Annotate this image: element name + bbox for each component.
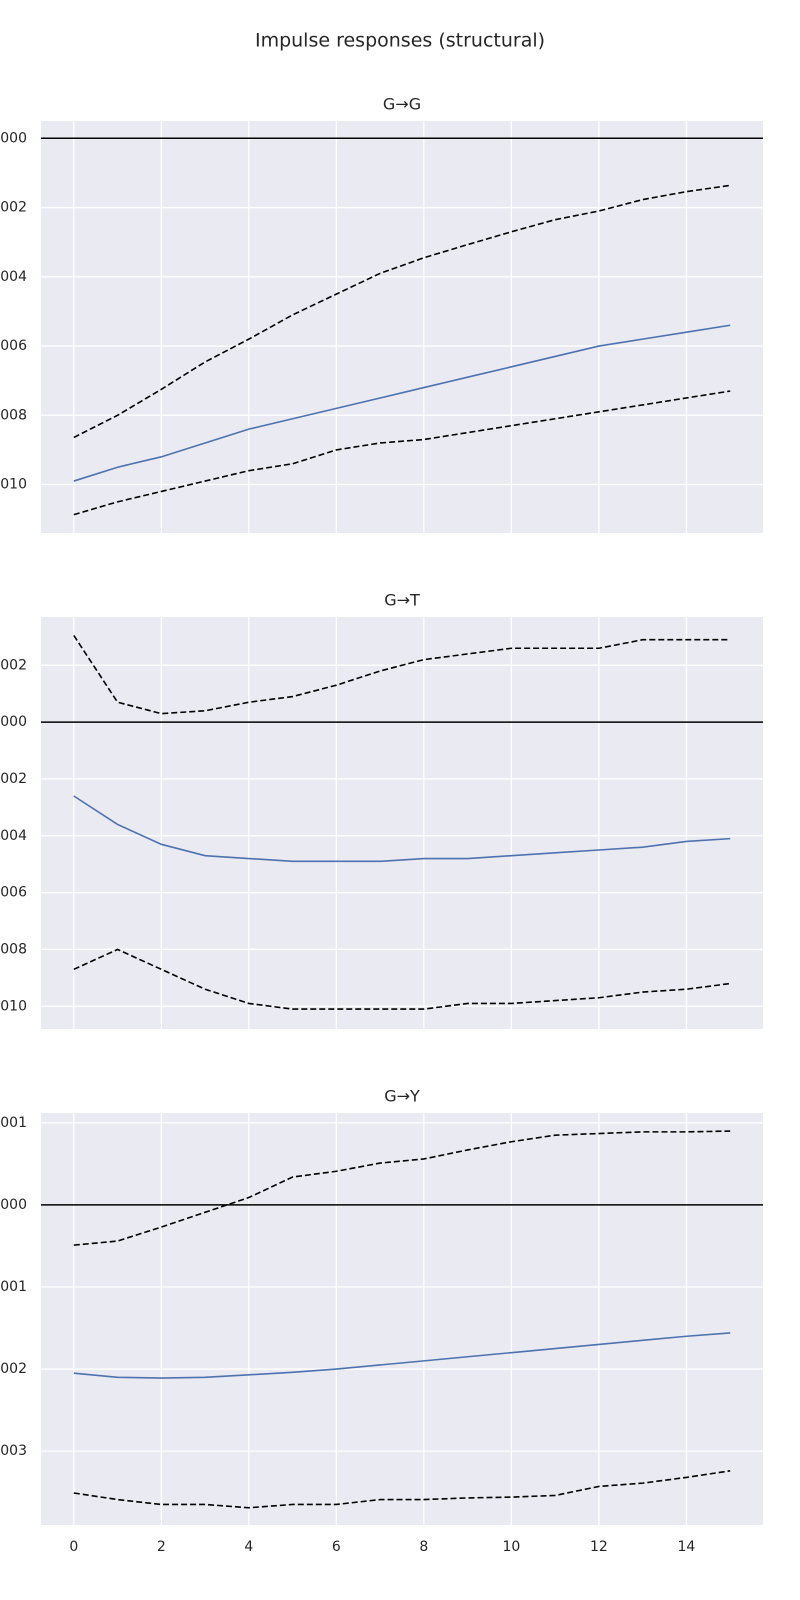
band-line [73,1470,731,1509]
y-tick-label: −0.006 [0,338,27,354]
x-tick-label: 10 [502,1539,520,1555]
y-tick-label: −0.003 [0,1443,27,1459]
y-tick-label: −0.004 [0,828,27,844]
y-tick-label: −0.001 [0,1279,27,1295]
y-tick-label: 0.000 [0,1197,27,1213]
x-tick-label: 8 [419,1539,428,1555]
band-line [73,948,731,1010]
x-tick-label: 6 [332,1539,341,1555]
band-line [73,184,731,439]
y-tick-label: −0.002 [0,200,27,216]
response-line [73,795,731,863]
y-tick-label: −0.002 [0,771,27,787]
y-tick-label: −0.004 [0,269,27,285]
y-tick-label: −0.010 [0,477,27,493]
y-tick-label: −0.010 [0,998,27,1014]
x-tick-label: 12 [590,1539,608,1555]
y-tick-label: −0.002 [0,1361,27,1377]
y-tick-label: 0.000 [0,714,27,730]
x-tick-label: 0 [69,1539,78,1555]
y-tick-label: 0.000 [0,130,27,146]
plot-area [41,121,763,533]
plot-area [41,1113,763,1525]
figure-title: Impulse responses (structural) [255,30,545,52]
band-line [73,390,731,516]
x-tick-label: 4 [244,1539,253,1555]
y-tick-label: 0.002 [0,657,27,673]
x-tick-label: 2 [157,1539,166,1555]
y-tick-label: 0.001 [0,1115,27,1131]
panel-title: G→G [383,95,421,114]
y-tick-label: −0.006 [0,885,27,901]
response-line [73,324,731,482]
plot-area [41,617,763,1029]
band-line [73,1130,731,1246]
x-tick-label: 14 [678,1539,696,1555]
band-line [73,635,731,715]
y-tick-label: −0.008 [0,941,27,957]
panel-title: G→T [384,591,420,610]
y-tick-label: −0.008 [0,407,27,423]
response-line [73,1332,731,1379]
panel-title: G→Y [384,1087,420,1106]
